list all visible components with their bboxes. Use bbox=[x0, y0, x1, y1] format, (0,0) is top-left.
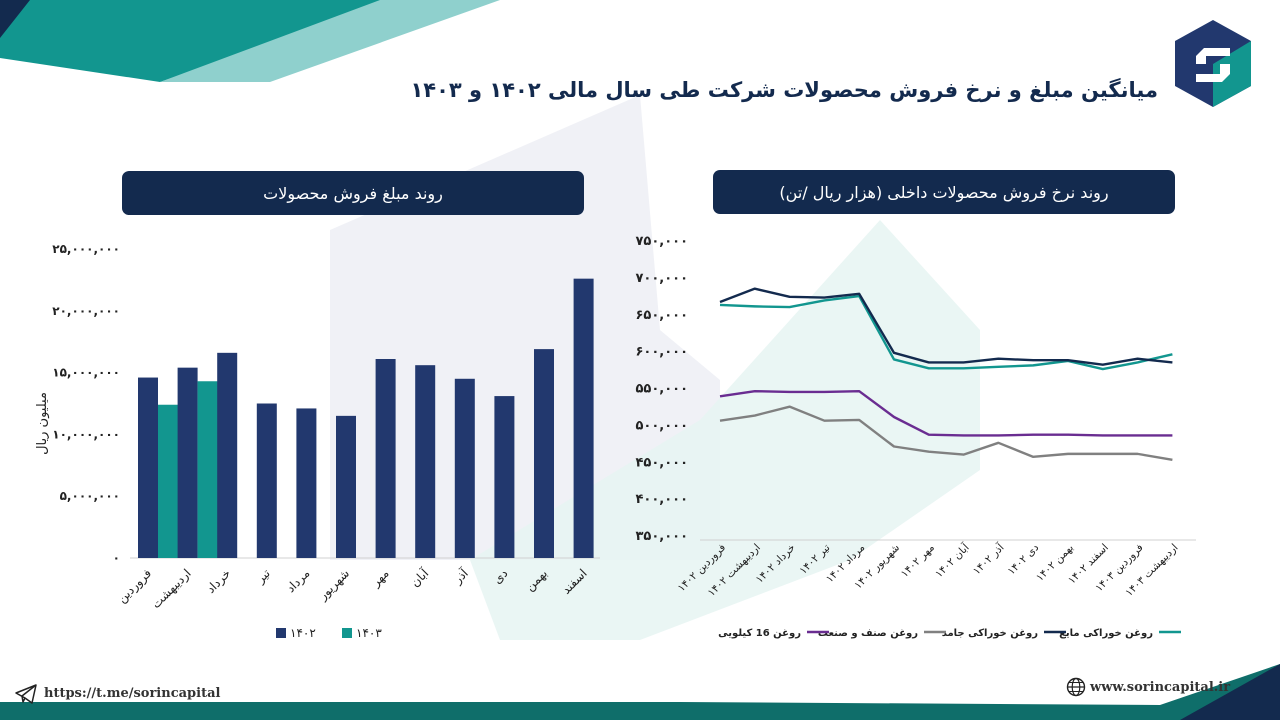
line-x-tick-label: مهر ۱۴۰۲ bbox=[899, 542, 937, 580]
bar-۱۴۰۲ bbox=[296, 408, 317, 558]
bar-۱۴۰۲ bbox=[415, 365, 436, 558]
line-y-tick-label: ۷۵۰,۰۰۰ bbox=[635, 234, 688, 249]
line-y-tick-label: ۵۵۰,۰۰۰ bbox=[635, 382, 688, 397]
bar-۱۴۰۲ bbox=[375, 359, 396, 558]
line-y-tick-label: ۴۵۰,۰۰۰ bbox=[635, 455, 688, 470]
legend-label: ۱۴۰۲ bbox=[290, 626, 316, 640]
legend-swatch bbox=[342, 628, 352, 638]
bar-۱۴۰۳ bbox=[158, 404, 178, 558]
page-title: میانگین مبلغ و نرخ فروش محصولات شرکت طی … bbox=[410, 78, 1158, 102]
bar-chart-title: روند مبلغ فروش محصولات bbox=[122, 171, 584, 215]
line-series-روغن 16 کیلویی bbox=[719, 389, 1173, 437]
legend-label: روغن صنف و صنعت bbox=[818, 628, 918, 639]
line-series-روغن صنف و صنعت bbox=[719, 405, 1173, 461]
line-y-tick-label: ۶۰۰,۰۰۰ bbox=[635, 345, 688, 360]
globe-icon[interactable] bbox=[1066, 677, 1086, 697]
line-x-tick-label: آبان ۱۴۰۲ bbox=[932, 540, 972, 580]
bar-۱۴۰۲ bbox=[217, 352, 238, 558]
line-y-tick-label: ۷۰۰,۰۰۰ bbox=[635, 271, 688, 286]
logo-icon bbox=[1175, 20, 1251, 107]
bar-۱۴۰۲ bbox=[336, 415, 356, 558]
bar-۱۴۰۲ bbox=[534, 349, 554, 558]
legend-label: روغن خوراکی مایع bbox=[1059, 628, 1153, 639]
line-x-tick-label: آذر ۱۴۰۲ bbox=[970, 540, 1007, 577]
legend-swatch bbox=[276, 628, 286, 638]
legend-label: ۱۴۰۳ bbox=[356, 626, 382, 640]
legend-label: روغن 16 کیلویی bbox=[718, 628, 801, 639]
bar-y-tick-label: ۵,۰۰۰,۰۰۰ bbox=[60, 489, 120, 503]
line-chart-title: روند نرخ فروش محصولات داخلی (هزار ریال /… bbox=[713, 170, 1175, 214]
bar-۱۴۰۲ bbox=[454, 378, 475, 558]
line-x-tick-label: تیر ۱۴۰۲ bbox=[797, 542, 832, 577]
bar-y-axis-label: میلیون ریال bbox=[35, 392, 50, 455]
line-y-tick-label: ۵۰۰,۰۰۰ bbox=[635, 418, 688, 433]
line-y-tick-label: ۴۰۰,۰۰۰ bbox=[635, 492, 688, 507]
bar-۱۴۰۲ bbox=[256, 403, 277, 558]
bar-۱۴۰۲ bbox=[573, 278, 594, 558]
line-y-tick-label: ۶۵۰,۰۰۰ bbox=[635, 308, 688, 323]
line-y-tick-label: ۳۵۰,۰۰۰ bbox=[635, 529, 688, 544]
bar-۱۴۰۲ bbox=[138, 377, 158, 558]
line-series-روغن خوراکی مایع bbox=[719, 294, 1173, 371]
bar-y-tick-label: ۱۰,۰۰۰,۰۰۰ bbox=[52, 427, 120, 441]
bar-y-tick-label: ۱۵,۰۰۰,۰۰۰ bbox=[52, 366, 120, 380]
bar-۱۴۰۳ bbox=[197, 381, 218, 558]
bar-۱۴۰۲ bbox=[177, 367, 198, 558]
legend-label: روغن خوراکی جامد bbox=[942, 628, 1039, 639]
bar-y-tick-label: ۲۵,۰۰۰,۰۰۰ bbox=[52, 242, 120, 256]
website-link[interactable]: www.sorincapital.ir bbox=[1090, 680, 1231, 695]
line-series-روغن خوراکی جامد bbox=[719, 287, 1173, 366]
bar-y-tick-label: ۲۰,۰۰۰,۰۰۰ bbox=[52, 304, 120, 318]
bar-y-tick-label: ۰ bbox=[113, 551, 120, 565]
telegram-icon[interactable] bbox=[14, 684, 38, 704]
telegram-link[interactable]: https://t.me/sorincapital bbox=[44, 686, 221, 701]
bar-۱۴۰۲ bbox=[494, 396, 515, 558]
